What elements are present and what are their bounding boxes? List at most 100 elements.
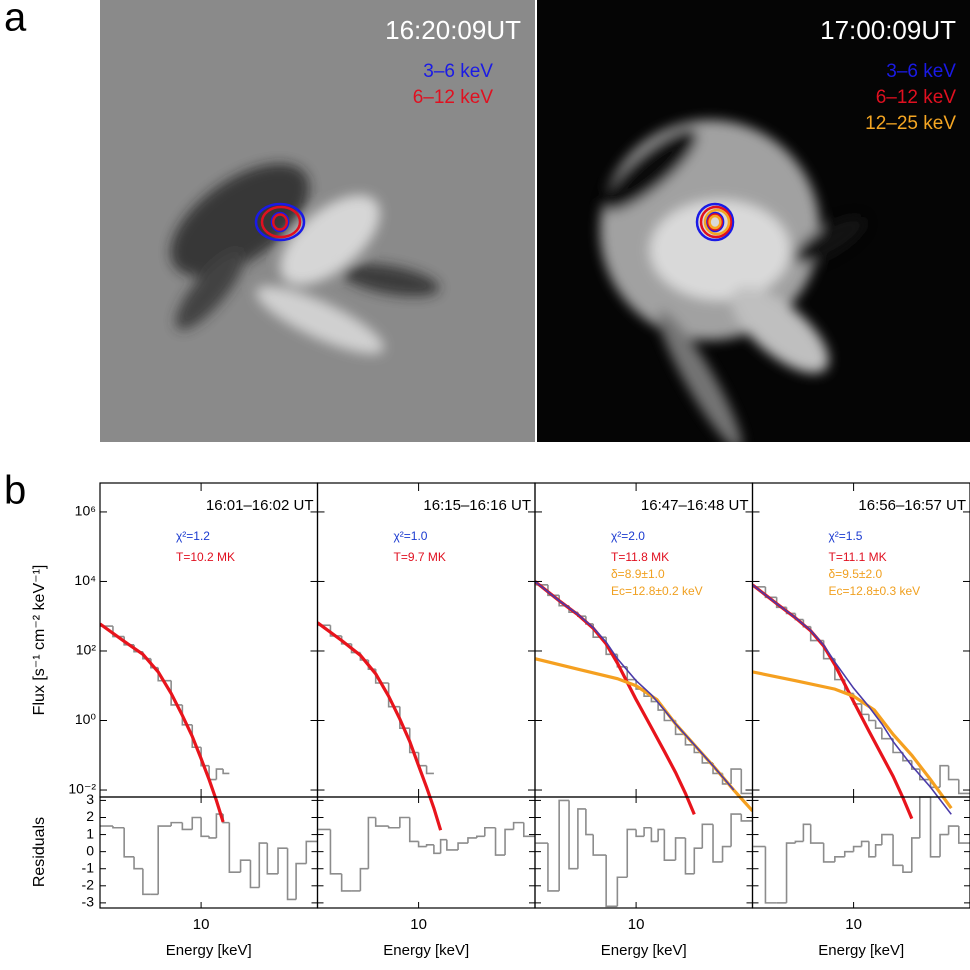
residual-bin [408,817,419,843]
residual-bin [939,833,949,857]
image-time: 16:20:09UT [385,15,521,45]
y-tick-label: 10⁴ [74,572,96,588]
data-bin [881,728,894,740]
residual-bin [305,840,318,864]
x-tick-label: 10 [628,916,645,933]
panel-label: b [4,469,26,513]
panel-title: 16:01–16:02 UT [206,497,314,514]
fit-annotation: χ²=1.0 [394,529,428,543]
residual-bin [929,797,941,858]
residual-bin [852,845,862,852]
data-bin [387,682,400,708]
residual-bin [947,825,959,835]
residual-bin [910,837,920,873]
model-curve [535,580,696,815]
data-bin [215,768,224,780]
euv-image [100,0,535,442]
y-tick-label: 10⁰ [75,711,97,727]
residual-bin [249,860,260,889]
residual-bin [258,842,268,888]
model-curve [752,583,914,820]
data-bin [417,752,427,767]
residual-bin [191,816,202,830]
data-bin [947,765,959,781]
residual-bin [484,826,496,837]
contour [708,214,722,230]
residual-bin [860,840,869,847]
x-tick-label: 10 [410,916,427,933]
residual-bin [730,813,742,847]
fit-annotation: χ²=2.0 [611,529,645,543]
residual-tick-label: 1 [86,825,94,841]
residual-tick-label: 2 [86,808,94,824]
residual-bin [547,843,560,892]
residual-bin [417,841,427,848]
data-bin [740,769,753,795]
data-bin [868,714,876,722]
residual-bin [568,800,578,870]
residual-bin [340,873,352,892]
x-axis-label: Energy [keV] [383,942,469,959]
model-curve [752,584,952,815]
contour-legend: 12–25 keV [865,113,956,134]
residual-tick-label: -3 [82,894,95,910]
residual-bin [425,844,434,847]
residual-bin [919,796,931,838]
residual-bin [585,808,594,836]
spectrum-panel [317,816,535,892]
residual-bin [802,823,811,842]
residual-frame [751,796,970,909]
panel-title: 16:47–16:48 UT [641,497,749,514]
model-curve [535,657,753,813]
residual-frame [99,796,319,909]
contour [254,202,306,242]
residual-bin [475,835,485,838]
spectrum-panel [100,813,318,901]
residual-tick-label: 3 [86,791,94,807]
contour [703,208,731,236]
residual-bin [239,859,251,873]
residual-bin [142,868,151,896]
contour [260,205,302,239]
spectrum-plot [100,622,230,823]
residual-bin [635,829,645,838]
data-bin [910,760,920,770]
fit-annotation: Ec=12.8±0.3 keV [829,584,921,598]
residual-bin [387,826,400,829]
residual-bin [663,829,676,861]
euv-image [537,0,970,442]
residual-bin [123,827,135,858]
residual-bin [605,855,618,908]
data-bin [222,769,230,775]
model-curve [752,670,953,810]
y-tick-label: 10² [76,642,97,658]
residual-tick-label: -1 [82,859,95,875]
residual-bin [286,848,297,901]
residual-bin [822,843,835,863]
fit-annotation: T=10.2 MK [176,550,235,564]
x-tick-label: 10 [845,916,862,933]
x-axis-label: Energy [keV] [166,942,252,959]
residual-bin [874,844,882,857]
data-bin [730,768,742,784]
fit-annotation: T=11.8 MK [611,550,669,564]
residual-bin [957,826,970,844]
spectrum-plot [317,621,443,831]
spectrum-panel [752,796,970,904]
data-bin [874,720,882,730]
residual-bin [359,867,369,891]
residual-bin [626,828,637,878]
residual-bin [374,817,389,827]
contour-legend: 6–12 keV [413,87,494,108]
residual-bin [208,836,217,839]
residual-bin [467,837,477,844]
residual-bin [721,845,732,862]
residual-bin [657,828,665,842]
residual-bin [170,821,183,827]
residual-tick-label: 0 [86,842,94,858]
data-bin [657,701,665,711]
contour [707,213,723,231]
contour [695,202,735,242]
residual-bin [133,856,143,870]
fit-annotation: T=11.1 MK [829,550,887,564]
